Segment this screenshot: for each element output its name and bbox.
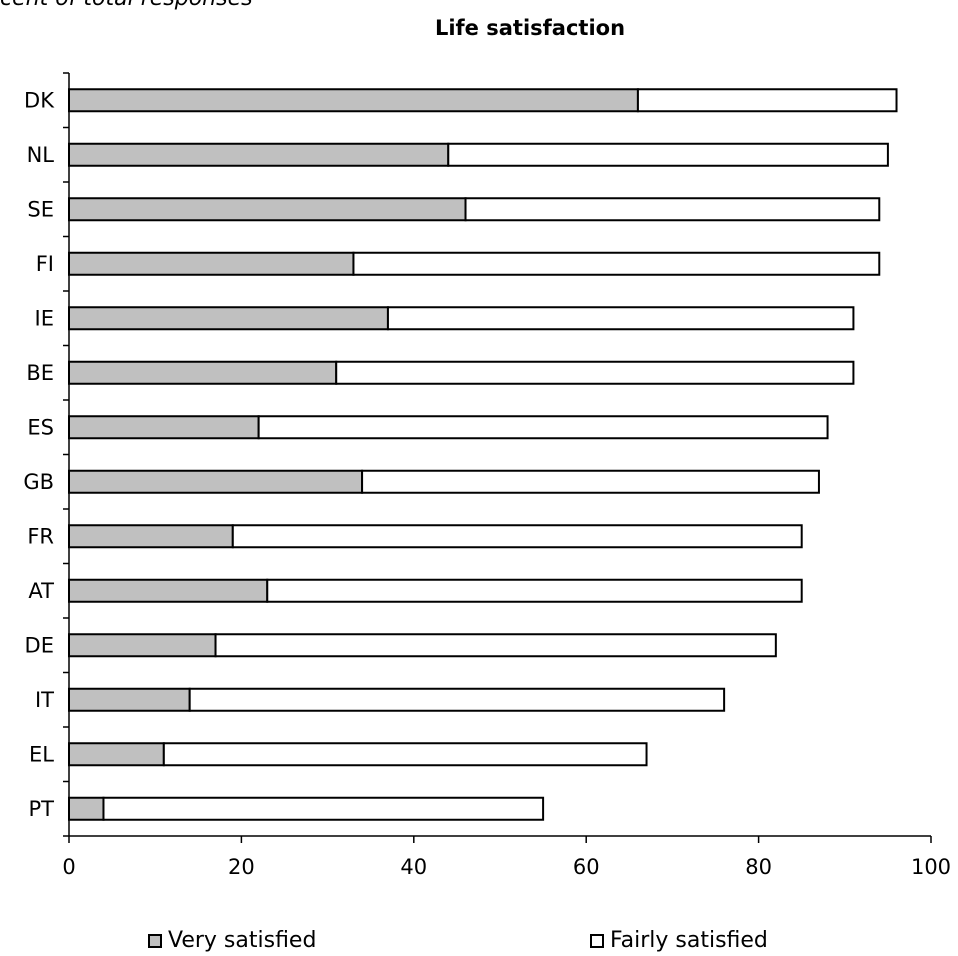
category-label-el: EL (29, 742, 54, 766)
legend-item-fairly-satisfied: Fairly satisfied (590, 928, 768, 953)
legend-item-very-satisfied: Very satisfied (148, 928, 316, 953)
bar-es-very-satisfied (68, 415, 260, 440)
category-label-se: SE (27, 197, 54, 221)
legend-swatch-very-satisfied (148, 933, 162, 948)
x-tick-label-100: 100 (911, 855, 951, 879)
bar-it-very-satisfied (68, 687, 191, 712)
bar-fr-very-satisfied (68, 524, 234, 549)
bar-fi-very-satisfied (68, 251, 355, 276)
bar-pt-very-satisfied (68, 796, 105, 821)
bar-chart: DK NL SE FI IE BE ES GB FR AT DE IT EL PT 0 20 40 60 80 100 (23, 72, 951, 879)
category-label-it: IT (35, 688, 54, 712)
legend-label-very-satisfied: Very satisfied (168, 928, 317, 953)
category-label-de: DE (25, 633, 54, 657)
bar-de-very-satisfied (68, 633, 217, 658)
bar-nl-very-satisfied (68, 142, 450, 167)
bar-fr-fairly-satisfied (231, 524, 803, 549)
bar-nl-fairly-satisfied (447, 142, 889, 167)
category-label-at: AT (28, 579, 54, 603)
bar-it-fairly-satisfied (188, 687, 726, 712)
category-label-fi: FI (36, 252, 54, 276)
bar-el-very-satisfied (68, 742, 165, 767)
category-label-es: ES (27, 415, 54, 439)
category-label-ie: IE (35, 306, 54, 330)
bar-at-fairly-satisfied (266, 578, 803, 603)
category-label-be: BE (26, 361, 54, 385)
category-label-fr: FR (27, 524, 54, 548)
legend-label-fairly-satisfied: Fairly satisfied (610, 928, 768, 953)
category-label-nl: NL (27, 143, 55, 167)
x-tick-label-20: 20 (228, 855, 255, 879)
x-tick-label-60: 60 (573, 855, 600, 879)
bar-gb-fairly-satisfied (361, 469, 820, 494)
bar-ie-very-satisfied (68, 306, 389, 331)
chart-subtitle: cent of total responses (0, 0, 253, 11)
bar-es-fairly-satisfied (257, 415, 829, 440)
category-label-gb: GB (23, 470, 54, 494)
x-tick-label-40: 40 (400, 855, 427, 879)
bar-de-fairly-satisfied (214, 633, 777, 658)
bar-be-fairly-satisfied (335, 360, 855, 385)
bar-ie-fairly-satisfied (386, 306, 855, 331)
bar-se-very-satisfied (68, 197, 467, 222)
bar-gb-very-satisfied (68, 469, 364, 494)
bar-se-fairly-satisfied (464, 197, 881, 222)
bar-fi-fairly-satisfied (352, 251, 881, 276)
bar-dk-very-satisfied (68, 88, 639, 113)
category-label-dk: DK (24, 88, 55, 112)
bar-pt-fairly-satisfied (102, 796, 545, 821)
category-label-pt: PT (29, 797, 55, 821)
bar-be-very-satisfied (68, 360, 338, 385)
chart-title: Life satisfaction (434, 16, 626, 40)
bar-dk-fairly-satisfied (636, 88, 898, 113)
bar-el-fairly-satisfied (162, 742, 648, 767)
x-tick-label-80: 80 (745, 855, 772, 879)
legend-swatch-fairly-satisfied (590, 933, 604, 948)
x-tick-label-0: 0 (62, 855, 75, 879)
bar-at-very-satisfied (68, 578, 269, 603)
